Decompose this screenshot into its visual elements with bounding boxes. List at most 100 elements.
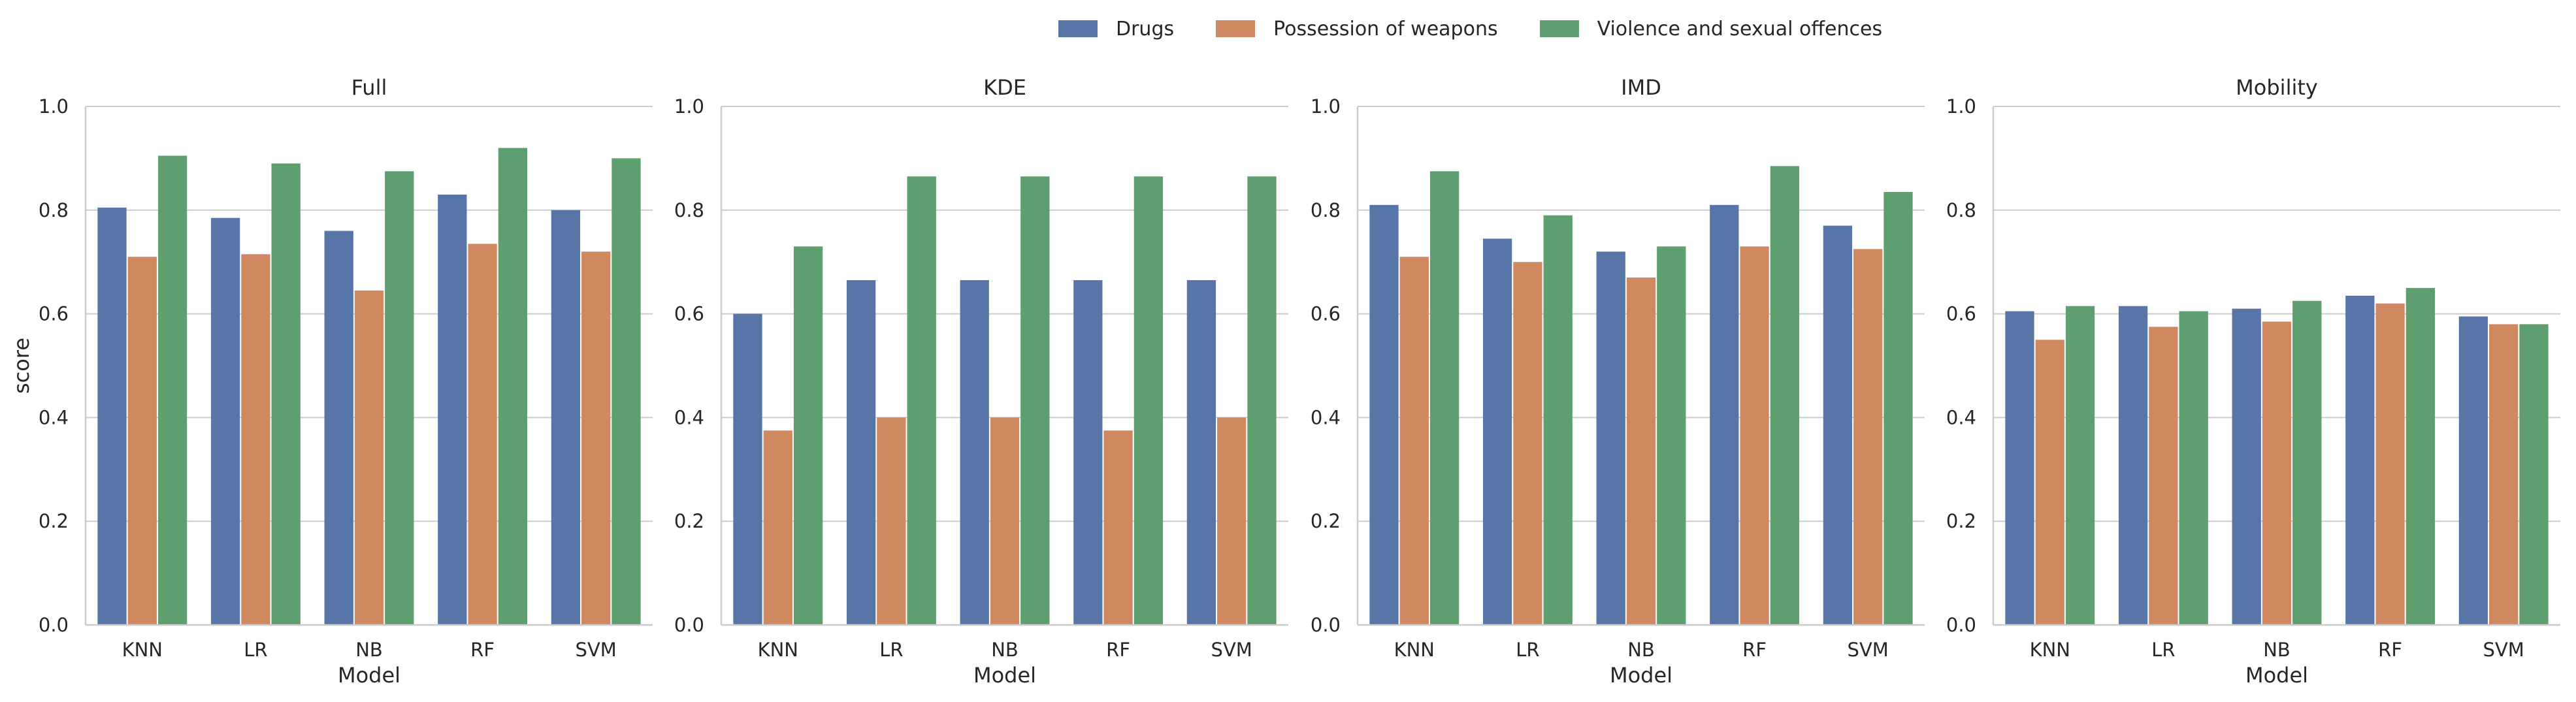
x-tick-label: RF (470, 639, 495, 661)
bar-weapons (468, 244, 497, 625)
bar-drugs (733, 313, 762, 625)
bar-violence (793, 246, 823, 625)
x-tick-label: KNN (1394, 639, 1435, 661)
x-tick-label: RF (2378, 639, 2402, 661)
legend-label-weapons: Possession of weapons (1273, 17, 1498, 40)
bar-drugs (1369, 204, 1399, 625)
panel-title: IMD (1621, 75, 1661, 100)
x-tick-label: RF (1742, 639, 1767, 661)
x-tick-label: LR (1516, 639, 1539, 661)
bar-drugs (1596, 251, 1625, 625)
bar-weapons (877, 417, 906, 625)
bar-drugs (2005, 311, 2034, 625)
x-tick-label: KNN (2030, 639, 2070, 661)
bar-weapons (2489, 324, 2519, 625)
legend-label-drugs: Drugs (1116, 17, 1175, 40)
bar-violence (611, 158, 641, 625)
x-tick-label: LR (244, 639, 267, 661)
legend-label-violence: Violence and sexual offences (1597, 17, 1883, 40)
y-tick-label: 0.2 (39, 510, 69, 532)
x-tick-label: SVM (2483, 639, 2524, 661)
x-tick-label: LR (879, 639, 903, 661)
y-tick-label: 0.0 (674, 614, 704, 636)
bar-violence (1020, 176, 1050, 625)
bar-weapons (763, 430, 792, 625)
y-tick-label: 0.2 (674, 510, 704, 532)
bar-violence (1133, 176, 1164, 625)
panel-title: Mobility (2236, 75, 2318, 100)
bar-violence (2179, 311, 2208, 625)
y-tick-label: 0.4 (39, 406, 69, 428)
bar-drugs (846, 279, 876, 625)
y-tick-label: 1.0 (1311, 95, 1341, 118)
bar-drugs (551, 210, 581, 625)
bar-weapons (127, 257, 157, 625)
y-tick-label: 0.4 (1311, 406, 1341, 428)
y-tick-label: 0.2 (1311, 510, 1341, 532)
bar-weapons (1513, 262, 1542, 625)
y-tick-label: 0.4 (674, 406, 704, 428)
bar-violence (1657, 246, 1686, 625)
y-tick-label: 0.6 (1946, 303, 1976, 325)
bar-violence (271, 163, 301, 626)
bar-weapons (1853, 249, 1883, 626)
bar-drugs (1186, 279, 1216, 625)
x-tick-label: SVM (576, 639, 617, 661)
bar-violence (2292, 300, 2322, 625)
bar-violence (1883, 192, 1913, 625)
legend-swatch-drugs (1058, 20, 1098, 37)
bar-weapons (2149, 327, 2178, 625)
y-tick-label: 1.0 (39, 95, 69, 118)
x-axis-label: Model (338, 663, 400, 688)
y-tick-label: 0.0 (1311, 614, 1341, 636)
bar-violence (157, 155, 187, 625)
bar-violence (907, 176, 936, 625)
x-axis-label: Model (2245, 663, 2308, 688)
bar-drugs (2458, 316, 2488, 625)
legend-swatch-weapons (1216, 20, 1256, 37)
bar-violence (1770, 166, 1800, 625)
legend-item-weapons: Possession of weapons (1216, 17, 1498, 40)
bar-weapons (1740, 246, 1769, 625)
x-axis-label: Model (973, 663, 1036, 688)
x-tick-label: NB (1627, 639, 1655, 661)
bar-drugs (324, 231, 353, 625)
bar-drugs (1710, 204, 1739, 625)
x-tick-label: SVM (1848, 639, 1889, 661)
bar-drugs (1823, 225, 1853, 625)
x-tick-label: KNN (758, 639, 798, 661)
bar-drugs (1482, 238, 1512, 626)
bar-violence (2519, 324, 2549, 625)
bar-drugs (210, 217, 240, 626)
bar-drugs (2118, 306, 2148, 625)
y-tick-label: 0.8 (1311, 199, 1341, 221)
bar-drugs (438, 194, 467, 626)
x-axis-label: Model (1610, 663, 1672, 688)
y-tick-label: 0.8 (1946, 199, 1976, 221)
x-tick-label: LR (2151, 639, 2175, 661)
legend-swatch-violence (1539, 20, 1579, 37)
bar-drugs (2345, 295, 2375, 625)
y-tick-label: 1.0 (1946, 95, 1976, 118)
y-axis-label: score (9, 338, 34, 394)
x-tick-label: NB (2263, 639, 2291, 661)
bar-violence (1543, 215, 1573, 625)
bar-weapons (241, 254, 270, 625)
bar-weapons (2035, 340, 2064, 625)
bar-violence (2405, 287, 2436, 625)
panel-title: KDE (983, 75, 1026, 100)
bar-weapons (354, 290, 384, 625)
x-tick-label: NB (355, 639, 383, 661)
bar-weapons (581, 251, 611, 625)
y-tick-label: 0.6 (39, 303, 69, 325)
bar-drugs (97, 207, 127, 626)
bar-weapons (2262, 321, 2292, 625)
bar-drugs (2232, 308, 2261, 625)
y-tick-label: 1.0 (674, 95, 704, 118)
bar-weapons (1626, 278, 1656, 625)
x-tick-label: NB (991, 639, 1019, 661)
legend: Drugs Possession of weapons Violence and… (1058, 13, 1924, 44)
bar-weapons (1103, 430, 1133, 625)
x-tick-label: RF (1106, 639, 1130, 661)
